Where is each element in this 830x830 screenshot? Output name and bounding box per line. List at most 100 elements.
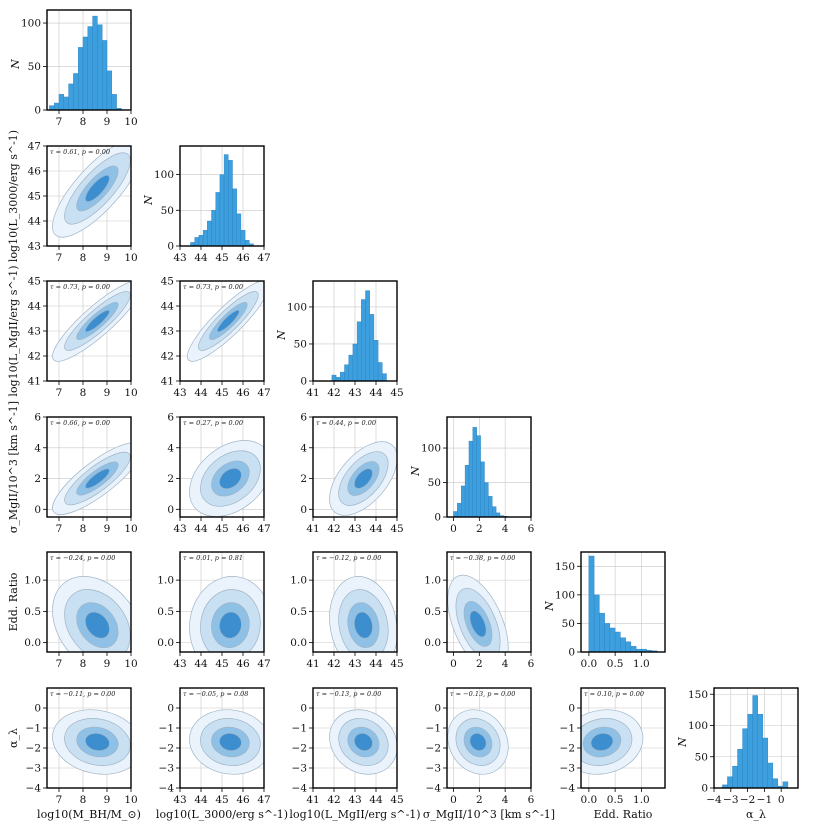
y-tick-label: 6 — [167, 412, 174, 424]
y-tick-label: 100 — [21, 18, 41, 30]
histogram-bar — [767, 762, 774, 789]
x-axis-label-2: log10(L_MgII/erg s^-1) — [289, 808, 420, 821]
panel-frame — [580, 687, 666, 789]
contour-level-4 — [353, 732, 373, 752]
contour-level-4 — [219, 467, 242, 490]
x-tick-label: 6 — [528, 794, 535, 806]
histogram-bar — [87, 26, 93, 111]
x-tick-label: 47 — [257, 658, 270, 670]
histogram-bar — [484, 482, 489, 518]
y-tick-label: 100 — [555, 589, 575, 601]
y-tick-label: 43 — [161, 326, 174, 338]
y-axis-label-2: log10(L_MgII/erg s^-1) — [7, 265, 20, 396]
histogram-bar — [215, 192, 221, 247]
contour-group — [52, 281, 131, 362]
kendall-tau-annotation: τ = 0.73, p = 0.00 — [183, 283, 243, 291]
x-tick-label: 6 — [528, 523, 535, 535]
x-tick-label: 41 — [306, 523, 319, 535]
contour-panel-5-0: τ = −0.11, p = 0.00 7 8 9 10 −4 −3 −2 −1 0 — [26, 687, 138, 806]
y-tick-label: 45 — [28, 276, 41, 288]
x-tick-label: 45 — [215, 658, 228, 670]
hist-y-label: N — [9, 59, 22, 70]
y-tick-label: 0 — [300, 504, 307, 516]
y-tick-label: −4 — [426, 783, 442, 795]
contour-level-4 — [84, 309, 110, 333]
contour-level-4 — [84, 468, 110, 489]
y-tick-label: 150 — [555, 561, 575, 573]
x-tick-label: 0 — [450, 523, 457, 535]
y-tick-label: 41 — [28, 376, 41, 388]
kendall-tau-annotation: τ = 0.61, p = 0.00 — [50, 148, 110, 156]
x-tick-label: 44 — [369, 658, 383, 670]
x-tick-label: 7 — [56, 523, 63, 535]
y-tick-label: 100 — [688, 720, 708, 732]
contour-panel-2-1: τ = 0.73, p = 0.00 43 44 45 46 47 41 42 43 44 45 — [161, 276, 271, 400]
hist-y-label: N — [142, 195, 155, 206]
y-tick-label: 0 — [701, 783, 708, 795]
histogram-bar — [198, 235, 204, 247]
x-tick-label: 2 — [476, 794, 483, 806]
x-tick-label: 43 — [173, 252, 186, 264]
histogram-bar — [92, 15, 98, 111]
x-tick-label: 45 — [215, 252, 228, 264]
x-tick-label: 10 — [124, 794, 137, 806]
histogram-panel-3: 0 50 100 0 2 4 6 N — [409, 416, 535, 535]
x-tick-label: 4 — [502, 658, 509, 670]
histogram-bar — [219, 174, 225, 247]
y-tick-label: 2 — [300, 473, 307, 485]
y-tick-label: 100 — [421, 443, 441, 455]
y-tick-label: 4 — [34, 442, 41, 454]
contour-panel-4-1: τ = 0.01, p = 0.81 43 44 45 46 47 0.0 0.5 1.0 — [157, 551, 271, 670]
histogram-bar — [630, 646, 637, 653]
x-tick-label: 43 — [173, 658, 186, 670]
histogram-bar — [365, 290, 370, 382]
x-tick-label: 45 — [390, 658, 403, 670]
histogram-bar — [625, 641, 632, 653]
x-axis-label-3: σ_MgII/10^3 [km s^-1] — [423, 808, 555, 821]
x-tick-label: 0 — [450, 658, 457, 670]
x-tick-label: 44 — [194, 658, 208, 670]
contour-panel-4-3: τ = −0.38, p = 0.00 0 2 4 6 0.0 0.5 1.0 — [424, 551, 535, 670]
y-tick-label: −3 — [26, 763, 41, 775]
y-tick-label: −2 — [426, 743, 441, 755]
y-tick-label: 47 — [28, 141, 41, 153]
y-tick-label: −3 — [426, 763, 441, 775]
histogram-bar — [742, 728, 748, 789]
kendall-tau-annotation: τ = −0.11, p = 0.00 — [50, 690, 115, 698]
contour-level-4 — [353, 611, 373, 639]
y-tick-label: −1 — [292, 723, 307, 735]
y-tick-label: −3 — [560, 763, 575, 775]
histogram-bar — [352, 343, 358, 382]
y-tick-label: 0 — [34, 703, 41, 715]
x-tick-label: 0 — [450, 794, 457, 806]
histogram-frame — [446, 416, 532, 518]
contour-panel-4-2: τ = −0.12, p = 0.00 41 42 43 44 45 0.0 0.5 1.0 — [290, 551, 404, 670]
x-tick-label: 44 — [194, 794, 208, 806]
y-tick-label: 42 — [28, 351, 41, 363]
x-tick-label: 2 — [476, 523, 483, 535]
y-tick-label: 1.0 — [424, 575, 441, 587]
contour-group — [329, 576, 397, 652]
y-tick-label: −4 — [26, 783, 42, 795]
x-tick-label: 47 — [257, 387, 270, 399]
contour-group — [52, 709, 131, 775]
kendall-tau-annotation: τ = 0.27, p = 0.00 — [183, 419, 243, 427]
x-tick-label: 7 — [56, 794, 63, 806]
histogram-bar — [331, 374, 337, 382]
x-tick-label: 44 — [194, 387, 208, 399]
y-tick-label: 0 — [167, 504, 174, 516]
histogram-panel-4: 0 50 100 150 0.0 0.5 1.0 N — [543, 551, 666, 670]
kendall-tau-annotation: τ = 0.01, p = 0.81 — [183, 554, 243, 562]
contour-group — [189, 440, 264, 517]
histogram-bar — [232, 188, 237, 247]
histogram-bar — [604, 623, 611, 653]
y-tick-label: 50 — [428, 477, 441, 489]
y-tick-label: 0 — [568, 647, 575, 659]
contour-group — [189, 576, 264, 652]
x-tick-label: 44 — [369, 387, 383, 399]
histogram-frame — [46, 9, 132, 111]
histogram-bar — [202, 230, 208, 247]
y-tick-label: 0.0 — [290, 637, 307, 649]
contour-group — [52, 146, 131, 238]
